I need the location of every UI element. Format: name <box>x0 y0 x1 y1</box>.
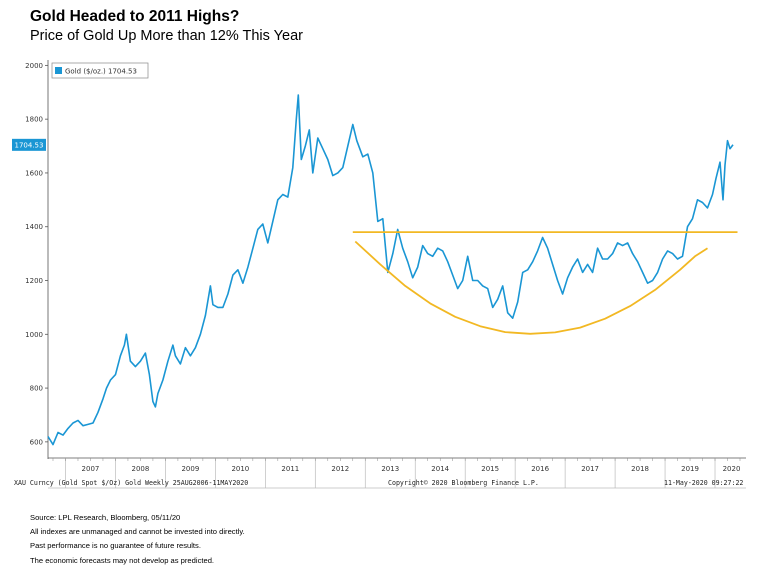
footnote-source: Source: LPL Research, Bloomberg, 05/11/2… <box>30 513 181 522</box>
y-tick-label: 2000 <box>25 62 43 70</box>
gold-price-line <box>47 94 734 446</box>
footnote-forecasts: The economic forecasts may not develop a… <box>30 555 215 565</box>
y-tick-label: 1400 <box>25 223 43 231</box>
x-tick-label: 2014 <box>431 465 449 473</box>
y-tick-label: 600 <box>30 438 43 446</box>
bloomberg-timestamp: 11-May-2020 09:27:22 <box>664 479 743 487</box>
footnote-performance: Past performance is no guarantee of futu… <box>30 541 201 551</box>
chart-subtitle: Price of Gold Up More than 12% This Year <box>30 28 303 44</box>
x-tick-label: 2016 <box>531 465 549 473</box>
y-tick-label: 800 <box>30 385 43 393</box>
y-tick-label: 1800 <box>25 116 43 124</box>
x-tick-label: 2013 <box>381 465 399 473</box>
plot-background <box>48 60 746 458</box>
y-tick-label: 1200 <box>25 277 43 285</box>
last-value-label: 1704.53 <box>15 141 44 149</box>
gold-price-chart: 600 800 1000 1200 1400 1600 1800 2000 2007 2008 20… <box>12 60 746 489</box>
x-tick-label: 2012 <box>331 465 349 473</box>
y-tick-label: 1000 <box>25 331 43 339</box>
bloomberg-copyright: Copyright© 2020 Bloomberg Finance L.P. <box>388 479 539 487</box>
legend-label: Gold ($/oz.) 1704.53 <box>65 68 137 76</box>
footnote-indexes: All indexes are unmanaged and cannot be … <box>30 527 245 537</box>
last-value-tag <box>12 138 46 151</box>
x-tick-label: 2020 <box>723 465 741 473</box>
footnotes: Source: LPL Research, Bloomberg, 05/11/2… <box>30 511 245 568</box>
x-tick-label: 2011 <box>281 465 299 473</box>
x-tick-label: 2007 <box>82 465 100 473</box>
x-tick-label: 2010 <box>231 465 249 473</box>
x-tick-label: 2019 <box>681 465 699 473</box>
legend-swatch <box>55 67 62 74</box>
y-tick-label: 1600 <box>25 169 43 177</box>
x-tick-label: 2015 <box>481 465 499 473</box>
x-tick-label: 2018 <box>631 465 649 473</box>
cup-curve-line <box>354 240 708 335</box>
bloomberg-security-label: XAU Curncy (Gold Spot $/Oz) Gold Weekly … <box>14 479 248 487</box>
legend-box <box>51 62 149 79</box>
chart-title: Gold Headed to 2011 Highs? <box>30 8 240 25</box>
x-tick-label: 2008 <box>132 465 150 473</box>
x-tick-label: 2009 <box>181 465 199 473</box>
x-tick-label: 2017 <box>581 465 599 473</box>
